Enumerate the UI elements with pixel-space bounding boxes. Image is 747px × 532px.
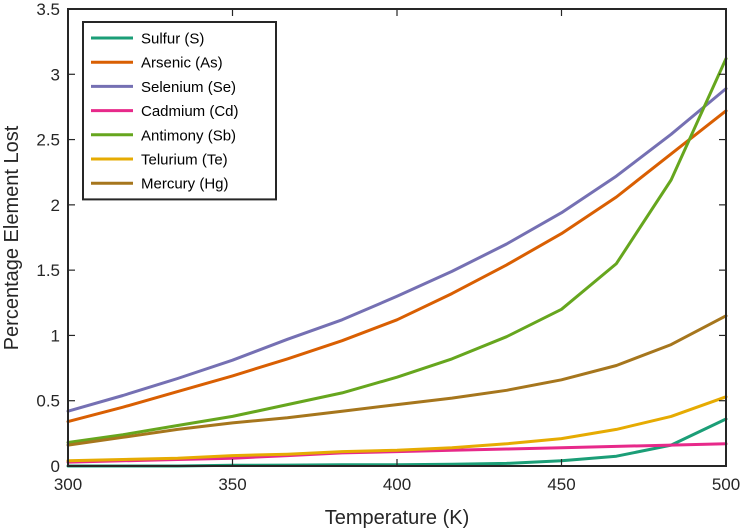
y-tick-label: 1 [51, 326, 60, 345]
x-tick-label: 300 [54, 475, 82, 494]
series-line-6 [66, 395, 728, 463]
x-tick-label: 400 [383, 475, 411, 494]
tick-layer: 300 350 400 450 500 0 0.5 1 1.5 2 2.5 3 3.5 [36, 0, 740, 494]
series-line-2 [66, 109, 728, 424]
y-tick-label: 0.5 [36, 392, 60, 411]
plot-frame [67, 8, 727, 467]
y-tick-label: 2.5 [36, 131, 60, 150]
legend-entry-2: Arsenic (As) [141, 55, 223, 72]
y-tick-label: 3.5 [36, 0, 60, 19]
y-tick-label: 2 [51, 196, 60, 215]
series-line-5 [66, 57, 728, 444]
legend-entry-1: Sulfur (S) [141, 31, 204, 48]
x-tick-label: 350 [218, 475, 246, 494]
legend-entry-4: Cadmium (Cd) [141, 103, 239, 120]
series-line-3 [66, 87, 728, 413]
y-tick-label: 0 [51, 457, 60, 476]
x-tick-label: 500 [712, 475, 740, 494]
legend-entry-5: Antimony (Sb) [141, 127, 236, 144]
legend-entry-6: Telurium (Te) [141, 152, 228, 169]
y-axis-label: Percentage Element Lost [1, 125, 23, 350]
x-tick-label: 450 [547, 475, 575, 494]
y-tick-label: 1.5 [36, 261, 60, 280]
x-axis-label: Temperature (K) [325, 507, 470, 529]
legend: Sulfur (S) Arsenic (As) Selenium (Se) Cadmi… [82, 21, 277, 201]
legend-entry-7: Mercury (Hg) [141, 176, 229, 193]
y-tick-label: 3 [51, 65, 60, 84]
series-line-7 [66, 314, 728, 447]
legend-entry-3: Selenium (Se) [141, 79, 236, 96]
